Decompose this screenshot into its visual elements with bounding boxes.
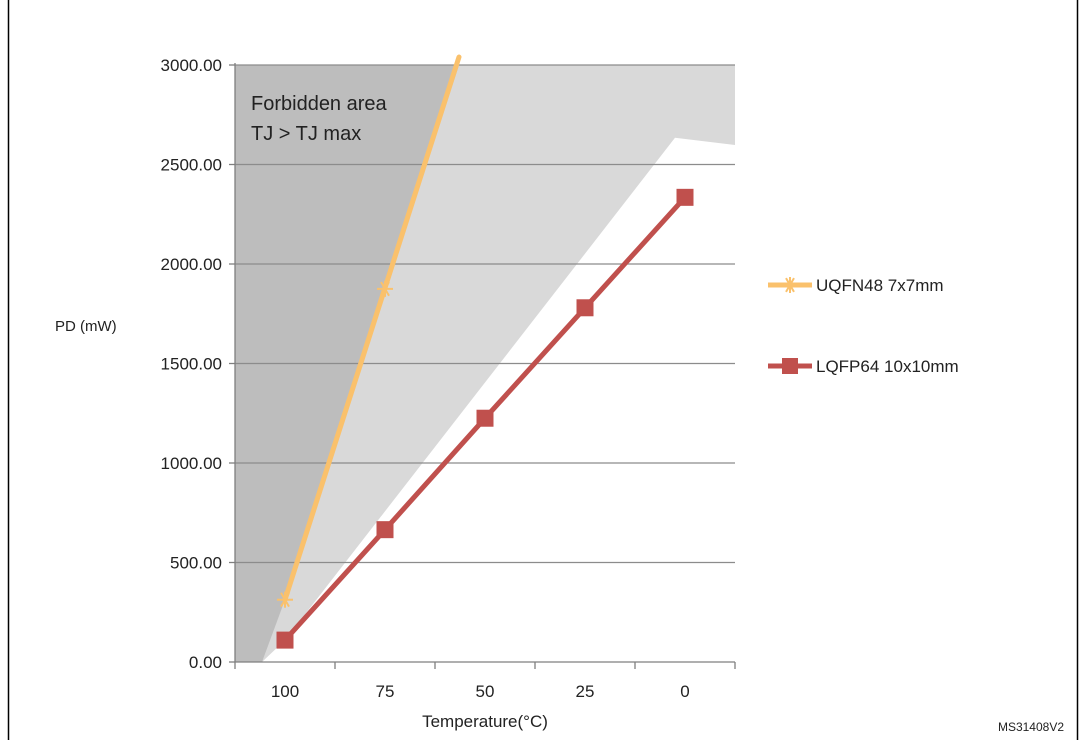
x-tick-label-1: 75 <box>376 682 395 701</box>
y-tick-label-6: 3000.00 <box>161 56 222 75</box>
x-tick-label-4: 0 <box>680 682 689 701</box>
legend-label-lqfp64: LQFP64 10x10mm <box>816 357 959 376</box>
legend-star-marker <box>782 277 798 293</box>
x-axis-label: Temperature(°C) <box>422 712 548 731</box>
figure-border <box>7 0 1079 740</box>
legend-item-uqfn48: UQFN48 7x7mm <box>768 276 944 295</box>
series-lqfp64-point-2 <box>476 409 494 427</box>
series-lqfp64-point-4 <box>676 188 694 206</box>
x-tick-label-2: 50 <box>476 682 495 701</box>
y-tick-label-4: 2000.00 <box>161 255 222 274</box>
x-tick-label-0: 100 <box>271 682 299 701</box>
y-tick-label-0: 0.00 <box>189 653 222 672</box>
annotation-tj-max: TJ > TJ max <box>251 123 361 145</box>
figure-id: MS31408V2 <box>998 720 1064 734</box>
series-lqfp64-point-0 <box>276 631 294 649</box>
series-uqfn48-point-1 <box>377 280 393 297</box>
series-uqfn48-point-0 <box>277 591 293 608</box>
axes <box>234 63 736 669</box>
series-lqfp64-point-3 <box>576 299 594 317</box>
y-tick-labels: 0.00 500.00 1000.00 1500.00 2000.00 2500.00 30… <box>161 56 222 672</box>
annotation-forbidden-area: Forbidden area <box>251 93 388 115</box>
y-tick-label-5: 2500.00 <box>161 156 222 175</box>
y-axis-label: PD (mW) <box>55 318 117 335</box>
x-tick-labels: 100 75 50 25 0 <box>271 682 690 701</box>
legend-item-lqfp64: LQFP64 10x10mm <box>768 357 959 376</box>
legend-square-marker <box>782 358 798 374</box>
y-tick-label-1: 500.00 <box>170 554 222 573</box>
legend-label-uqfn48: UQFN48 7x7mm <box>816 276 944 295</box>
series-lqfp64-point-1 <box>376 521 394 539</box>
y-tick-label-3: 1500.00 <box>161 355 222 374</box>
legend-star-glyph <box>782 277 798 293</box>
y-tick-label-2: 1000.00 <box>161 454 222 473</box>
series-uqfn48-line <box>282 54 462 603</box>
legend: UQFN48 7x7mm LQFP64 10x10mm <box>768 276 959 376</box>
gridlines <box>229 64 735 663</box>
x-tick-label-3: 25 <box>576 682 595 701</box>
series-layer <box>276 54 694 649</box>
